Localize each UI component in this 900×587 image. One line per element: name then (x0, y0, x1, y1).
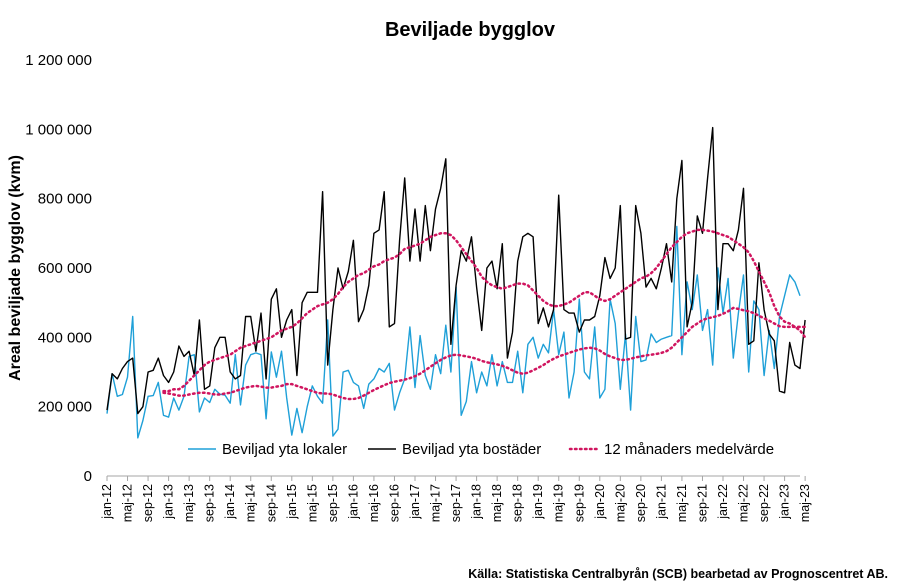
x-tick-label: sep-17 (449, 484, 463, 522)
x-tick-label: maj-21 (675, 484, 689, 522)
series-line-12-m-naders-medelv-rde-lower (162, 306, 807, 401)
y-tick-label: 1 000 000 (25, 121, 92, 138)
chart-title: Beviljade bygglov (385, 19, 556, 41)
y-tick-label: 0 (84, 468, 92, 485)
x-tick-label: maj-19 (552, 484, 566, 522)
x-tick-label: jan-17 (408, 484, 422, 520)
x-tick-label: sep-15 (326, 484, 340, 522)
x-tick-label: jan-22 (716, 484, 730, 520)
x-tick-label: jan-13 (162, 484, 176, 520)
x-tick-label: sep-18 (511, 484, 525, 522)
y-tick-label: 200 000 (38, 399, 92, 416)
x-tick-label: sep-16 (387, 484, 401, 522)
x-axis-ticks: jan-12 maj-12 sep-12 jan-13 maj-13 sep-13 jan-… (100, 476, 812, 522)
x-tick-label: maj-15 (305, 484, 319, 522)
y-tick-label: 1 200 000 (25, 52, 92, 69)
x-tick-label: jan-16 (346, 484, 360, 520)
y-axis-ticks: 0 200 000 400 000 600 000 800 000 1 000 000 1 … (25, 52, 92, 485)
x-tick-label: sep-21 (695, 484, 709, 522)
x-tick-label: maj-13 (182, 484, 196, 522)
x-tick-label: maj-16 (367, 484, 381, 522)
x-tick-label: jan-21 (654, 484, 668, 520)
x-tick-label: maj-14 (244, 484, 258, 522)
x-tick-label: maj-17 (429, 484, 443, 522)
x-tick-label: jan-20 (593, 484, 607, 520)
y-axis-label: Areal beviljade bygglov (kvm) (7, 155, 24, 381)
y-tick-label: 400 000 (38, 329, 92, 346)
x-tick-label: jan-15 (285, 484, 299, 520)
legend-label: Beviljad yta lokaler (222, 441, 347, 458)
source-note: Källa: Statistiska Centralbyrån (SCB) be… (468, 567, 888, 581)
x-tick-label: jan-18 (470, 484, 484, 520)
x-tick-label: maj-20 (613, 484, 627, 522)
legend: Beviljad yta lokaler Beviljad yta bostäde… (188, 441, 774, 458)
series-line-12-m-naders-medelv-rde (162, 228, 807, 393)
x-tick-label: sep-13 (203, 484, 217, 522)
x-tick-label: sep-14 (264, 484, 278, 522)
x-tick-label: maj-18 (490, 484, 504, 522)
x-tick-label: maj-23 (798, 484, 812, 522)
x-tick-label: jan-12 (100, 484, 114, 520)
y-tick-label: 600 000 (38, 260, 92, 277)
x-tick-label: jan-23 (778, 484, 792, 520)
legend-label: Beviljad yta bostäder (402, 441, 541, 458)
x-tick-label: sep-22 (757, 484, 771, 522)
x-tick-label: sep-12 (141, 484, 155, 522)
x-tick-label: maj-12 (121, 484, 135, 522)
x-tick-label: jan-19 (531, 484, 545, 520)
legend-label: 12 månaders medelvärde (604, 441, 774, 458)
y-tick-label: 800 000 (38, 191, 92, 208)
series-line-beviljad-yta-lokaler (106, 225, 801, 439)
x-tick-label: sep-20 (634, 484, 648, 522)
x-tick-label: sep-19 (572, 484, 586, 522)
plot-area (106, 126, 807, 439)
x-tick-label: maj-22 (737, 484, 751, 522)
series-line-beviljad-yta-bost-der (106, 126, 806, 415)
x-tick-label: jan-14 (223, 484, 237, 520)
